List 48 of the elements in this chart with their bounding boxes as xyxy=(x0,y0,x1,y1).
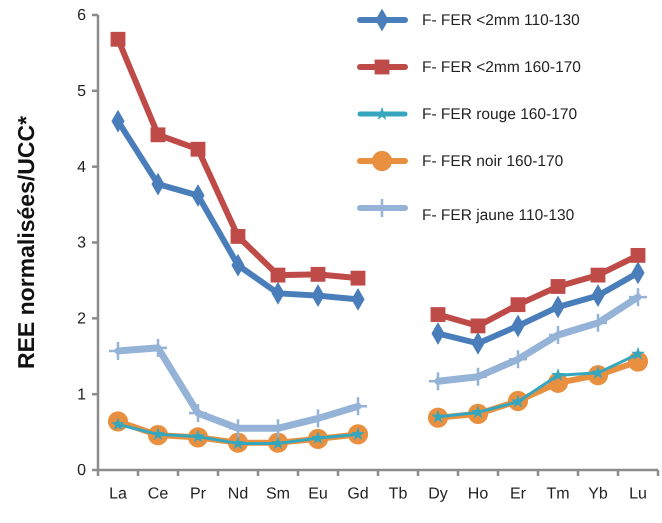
point xyxy=(548,324,568,346)
x-tick-label: Ho xyxy=(468,486,488,503)
x-tick-label: Nd xyxy=(228,486,248,503)
point xyxy=(588,312,608,334)
x-tick-label: Tb xyxy=(388,486,408,503)
y-tick-label: 5 xyxy=(77,82,86,100)
y-tick-label: 2 xyxy=(77,310,86,328)
y-axis-title: REE normalisées/UCC* xyxy=(13,116,39,370)
point xyxy=(188,402,208,424)
y-tick-label: 3 xyxy=(77,234,86,252)
x-tick-label: Sm xyxy=(266,486,290,503)
point xyxy=(631,346,645,360)
legend-label: F- FER noir 160-170 xyxy=(422,153,564,170)
point xyxy=(310,266,326,282)
point xyxy=(110,32,126,47)
point xyxy=(190,142,206,157)
point xyxy=(508,349,528,370)
point xyxy=(550,279,566,294)
x-tick-label: Pr xyxy=(190,486,207,503)
y-tick-label: 4 xyxy=(77,158,86,176)
point xyxy=(150,127,166,142)
x-tick-label: Tm xyxy=(546,486,570,503)
legend-label: F- FER jaune 110-130 xyxy=(422,207,575,224)
legend-label: F- FER <2mm 160-170 xyxy=(422,59,582,76)
y-tick-label: 1 xyxy=(77,386,86,404)
y-tick-label: 6 xyxy=(77,7,86,24)
x-tick-label: Gd xyxy=(347,486,369,503)
x-tick-label: Yb xyxy=(588,486,608,503)
x-tick-label: Eu xyxy=(308,486,328,503)
point xyxy=(270,268,286,283)
point xyxy=(470,318,486,334)
point xyxy=(628,286,648,308)
point xyxy=(430,307,446,322)
x-tick-label: Lu xyxy=(629,486,647,503)
point xyxy=(551,368,565,382)
point xyxy=(230,229,246,244)
legend-label: F- FER rouge 160-170 xyxy=(422,106,578,123)
point xyxy=(350,270,366,286)
point xyxy=(590,268,606,283)
y-tick-label: 0 xyxy=(77,462,86,480)
legend-label: F- FER <2mm 110-130 xyxy=(422,12,580,29)
point xyxy=(630,248,646,263)
point xyxy=(348,396,368,417)
x-tick-label: Ce xyxy=(148,486,168,503)
x-tick-label: Er xyxy=(510,486,527,503)
x-tick-label: La xyxy=(109,486,127,503)
x-tick-label: Dy xyxy=(428,486,448,503)
point xyxy=(510,297,526,312)
